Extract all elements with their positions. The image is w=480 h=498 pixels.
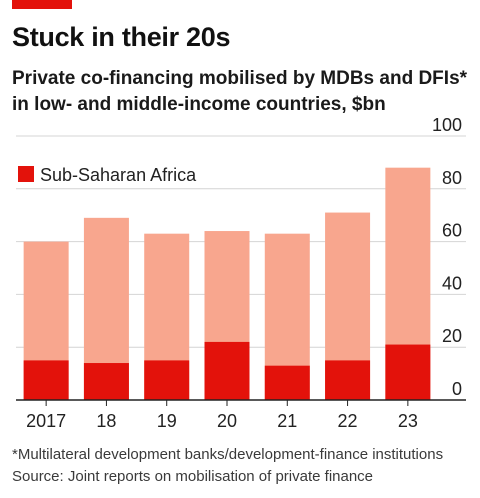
- bar-sub-saharan-africa: [204, 341, 250, 400]
- source-note: Source: Joint reports on mobilisation of…: [12, 468, 374, 485]
- chart-subtitle: Private co-financing mobilised by MDBs a…: [12, 68, 468, 115]
- bar-sub-saharan-africa: [83, 363, 129, 400]
- bar-chart: 0 20 40 60 80 100 2017 18 19 20 21 22 23 Sub-Saharan …: [16, 115, 466, 431]
- chart-title: Stuck in their 20s: [12, 22, 231, 52]
- y-tick-label: 100: [432, 115, 462, 135]
- x-tick-label: 21: [277, 411, 297, 431]
- bar-sub-saharan-africa: [264, 365, 310, 400]
- legend-label: Sub-Saharan Africa: [40, 165, 197, 185]
- x-tick-label: 19: [157, 411, 177, 431]
- footnote: *Multilateral development banks/developm…: [12, 446, 444, 463]
- x-tick-label: 20: [217, 411, 237, 431]
- x-tick-label: 22: [338, 411, 358, 431]
- x-tick-label: 2017: [26, 411, 66, 431]
- y-tick-label: 80: [442, 168, 462, 188]
- x-tick-label: 18: [96, 411, 116, 431]
- brand-accent-bar: [12, 0, 72, 9]
- bar-sub-saharan-africa: [144, 360, 190, 400]
- y-tick-label: 60: [442, 221, 462, 241]
- y-tick-label: 0: [452, 379, 462, 399]
- bar-sub-saharan-africa: [23, 360, 69, 400]
- x-tick-label: 23: [398, 411, 418, 431]
- bar-sub-saharan-africa: [385, 344, 431, 400]
- legend-swatch: [18, 166, 34, 182]
- bar-sub-saharan-africa: [325, 360, 371, 400]
- y-tick-label: 40: [442, 273, 462, 293]
- y-tick-label: 20: [442, 326, 462, 346]
